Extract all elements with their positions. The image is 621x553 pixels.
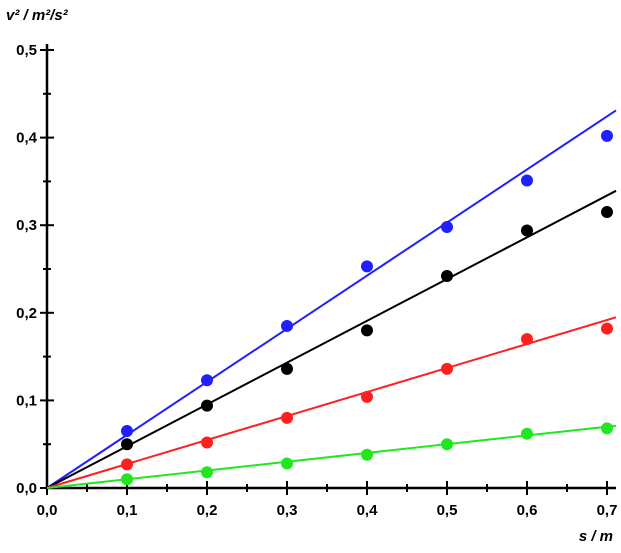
- data-points: [121, 129, 613, 486]
- data-point-series-3: [601, 322, 613, 335]
- data-point-series-3: [201, 436, 213, 449]
- fit-line-2: [46, 189, 617, 489]
- data-point-series-2: [281, 362, 293, 375]
- data-point-series-3: [121, 458, 133, 471]
- data-point-series-4: [521, 427, 533, 440]
- data-point-series-4: [601, 422, 613, 435]
- y-tick-label: 0,4: [16, 130, 38, 147]
- data-point-series-2: [441, 270, 453, 283]
- data-point-series-1: [441, 220, 453, 233]
- y-tick-label: 0,0: [16, 480, 37, 497]
- data-point-series-1: [601, 129, 613, 142]
- axes: [40, 44, 616, 495]
- data-point-series-2: [521, 224, 533, 237]
- data-point-series-4: [441, 438, 453, 451]
- x-tick-label: 0,4: [357, 502, 379, 519]
- x-tick-label: 0,2: [197, 502, 218, 519]
- data-point-series-2: [361, 324, 373, 337]
- data-point-series-1: [361, 260, 373, 273]
- fit-line-1: [46, 109, 617, 489]
- data-point-series-4: [201, 466, 213, 479]
- x-tick-label: 0,1: [117, 502, 138, 519]
- x-tick-label: 0,6: [517, 502, 538, 519]
- tick-labels: 0,0 0,1 0,2 0,3 0,4 0,5 0,6 0,7 0,0 0,1 0,2 0,3 0,4 0…: [16, 42, 617, 519]
- x-tick-label: 0,7: [597, 502, 618, 519]
- fit-line-3: [46, 316, 617, 489]
- y-tick-label: 0,1: [16, 392, 37, 409]
- data-point-series-1: [521, 174, 533, 187]
- fit-lines: [46, 109, 617, 489]
- x-axis-title: s / m: [579, 528, 613, 545]
- data-point-series-3: [521, 333, 533, 346]
- x-tick-label: 0,5: [437, 502, 458, 519]
- x-tick-label: 0,3: [277, 502, 298, 519]
- y-tick-label: 0,5: [16, 42, 37, 59]
- y-tick-label: 0,3: [16, 217, 37, 234]
- data-point-series-3: [361, 390, 373, 403]
- data-point-series-2: [121, 438, 133, 451]
- fit-line-4: [46, 424, 617, 489]
- data-point-series-1: [281, 319, 293, 332]
- data-point-series-1: [201, 374, 213, 387]
- data-point-series-4: [281, 457, 293, 470]
- data-point-series-1: [121, 425, 133, 438]
- data-point-series-2: [201, 399, 213, 412]
- data-point-series-3: [281, 411, 293, 424]
- data-point-series-2: [601, 206, 613, 219]
- y-tick-label: 0,2: [16, 305, 37, 322]
- data-point-series-4: [361, 448, 373, 461]
- y-axis-title: v² / m²/s²: [6, 7, 69, 24]
- data-point-series-4: [121, 473, 133, 486]
- data-point-series-3: [441, 362, 453, 375]
- x-tick-label: 0,0: [37, 502, 58, 519]
